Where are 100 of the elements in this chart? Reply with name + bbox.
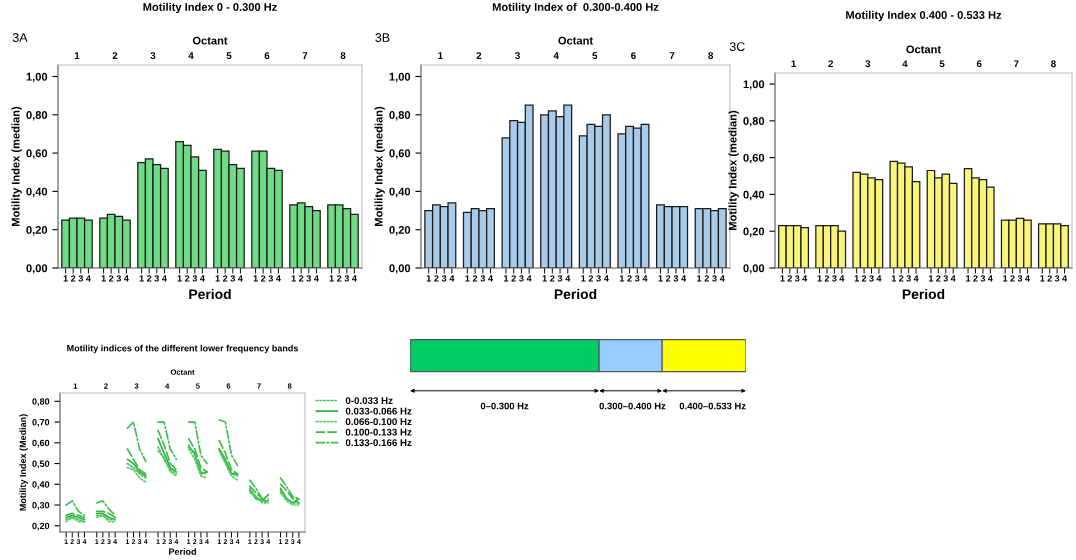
- y-axis-title: Motility Index (Median): [19, 414, 28, 511]
- y-tick-label: 0,60: [389, 149, 411, 159]
- x-tick-label: 2: [472, 275, 478, 282]
- x-tick-label: 2: [588, 275, 594, 282]
- x-tick-label: 2: [1047, 275, 1052, 282]
- x-tick-label: 3: [596, 275, 601, 282]
- x2-tick-label: 7: [1014, 60, 1019, 68]
- x-tick-label: 4: [276, 275, 281, 282]
- x-tick-label: 2: [627, 275, 632, 282]
- y-axis-title: Motility Index (median): [728, 110, 739, 230]
- y-tick-label: 0,60: [26, 149, 48, 159]
- y-tick-label: 0,40: [26, 187, 48, 198]
- x-tick-label: 4: [449, 275, 455, 282]
- x-tick-label: 3: [1017, 275, 1023, 282]
- x-tick-label: 4: [950, 275, 956, 282]
- x-tick-label: 4: [913, 275, 919, 282]
- x-tick-label: 3: [906, 275, 911, 282]
- x-tick-label: 1: [697, 275, 702, 282]
- chart-title: Motility Index of 0.300-0.400 Hz: [492, 2, 659, 14]
- x-tick-label: 3: [116, 275, 121, 282]
- y-tick-label: 0,80: [26, 111, 48, 121]
- x-tick-label: 4: [876, 275, 882, 282]
- x-tick-label: 1: [658, 275, 663, 282]
- x-axis-title: Period: [902, 288, 945, 300]
- legend-label: 0.033-0.066 Hz: [345, 407, 412, 415]
- y-axis-title: Motility Index (median): [11, 106, 22, 226]
- legend-label: 0.100-0.133 Hz: [345, 428, 412, 436]
- x-tick-label: 3: [557, 275, 563, 282]
- x-tick-label: 2: [936, 275, 941, 282]
- x-tick-label: 4: [604, 275, 609, 282]
- y-tick-label: 0,20: [743, 227, 765, 237]
- x-axis-title: Period: [554, 288, 597, 300]
- x2-tick-label: 8: [1051, 60, 1056, 68]
- x-tick-label: 3: [480, 275, 485, 282]
- x-tick-label: 4: [200, 275, 205, 282]
- y-tick-label: 0,00: [26, 264, 48, 274]
- x2-tick-label: 3: [865, 60, 871, 68]
- x-tick-label: 1: [426, 275, 431, 282]
- x-tick-label: 3: [192, 275, 197, 282]
- x2-tick-label: 5: [226, 52, 232, 60]
- x-tick-label: 1: [63, 275, 68, 282]
- x-tick-label: 4: [565, 275, 571, 282]
- x-tick-label: 3: [712, 275, 717, 282]
- x-tick-label: 3: [344, 275, 349, 282]
- x-tick-label: 4: [1062, 275, 1068, 282]
- x2-tick-label: 2: [112, 52, 118, 59]
- x2-axis-title: Octant: [906, 45, 941, 54]
- y-tick-label: 0,30: [32, 502, 50, 510]
- x-tick-label: 2: [511, 275, 516, 282]
- y-tick-label: 0,60: [32, 439, 50, 448]
- x-tick-label: 2: [299, 275, 304, 282]
- x-tick-label: 3: [519, 275, 524, 282]
- y-tick-label: 1,00: [743, 80, 765, 90]
- x-tick-label: 1: [465, 275, 470, 282]
- text: 3B: [375, 33, 390, 42]
- chart-title: Motility Index 0.400 - 0.533 Hz: [846, 10, 1002, 22]
- text: 0.400–0.533 Hz: [679, 402, 746, 410]
- x-tick-label: 1: [177, 275, 182, 282]
- y-tick-label: 0,40: [32, 481, 50, 489]
- x-tick-label: 1: [139, 275, 144, 282]
- x2-tick-label: 1: [438, 52, 443, 59]
- x-tick-label: 3: [943, 275, 948, 282]
- x-tick-label: 1: [928, 275, 934, 282]
- y-tick-label: 0,80: [389, 111, 411, 121]
- chart-title: Motility indices of the different lower frequency bands: [67, 344, 299, 354]
- x2-tick-label: 6: [976, 60, 982, 68]
- x-tick-label: 3: [441, 275, 447, 282]
- legend-label: 0.066-0.100 Hz: [345, 418, 412, 426]
- x-tick-label: 2: [1010, 275, 1015, 282]
- x2-tick-label: 1: [74, 52, 80, 59]
- x-axis-title: Period: [169, 548, 196, 555]
- legend-label: 0.133-0.166 Hz: [345, 439, 412, 447]
- x-tick-label: 4: [314, 275, 319, 282]
- y-tick-label: 0,70: [32, 419, 50, 427]
- x-tick-label: 4: [839, 275, 845, 282]
- x-tick-label: 4: [162, 275, 167, 282]
- x2-tick-label: 5: [592, 52, 598, 60]
- x-tick-label: 1: [215, 275, 220, 282]
- x-tick-label: 2: [261, 275, 266, 282]
- x-tick-label: 4: [1025, 275, 1030, 282]
- y-tick-label: 0,40: [743, 190, 765, 201]
- y-tick-label: 0,80: [32, 398, 50, 406]
- x2-axis-title: Octant: [192, 36, 228, 45]
- x2-tick-label: 5: [939, 60, 945, 68]
- x-tick-label: 4: [719, 275, 725, 282]
- y-tick-label: 0,20: [32, 522, 50, 531]
- y-axis-title: Motility Index (median): [374, 106, 385, 226]
- x2-tick-label: 1: [791, 60, 796, 68]
- x-tick-label: 3: [635, 275, 640, 282]
- y-tick-label: 0,80: [743, 117, 765, 127]
- y-tick-label: 0,50: [32, 460, 50, 469]
- y-tick-label: 0,20: [26, 225, 48, 236]
- x2-tick-label: 4: [188, 52, 194, 59]
- text: 0.300–0.400 Hz: [599, 402, 666, 410]
- x2-axis-title: Octant: [558, 36, 593, 45]
- text: 3A: [12, 33, 28, 42]
- x-tick-label: 1: [891, 275, 897, 282]
- x2-tick-label: 7: [669, 52, 675, 59]
- x-tick-label: 3: [794, 275, 800, 282]
- x-tick-label: 1: [817, 275, 822, 282]
